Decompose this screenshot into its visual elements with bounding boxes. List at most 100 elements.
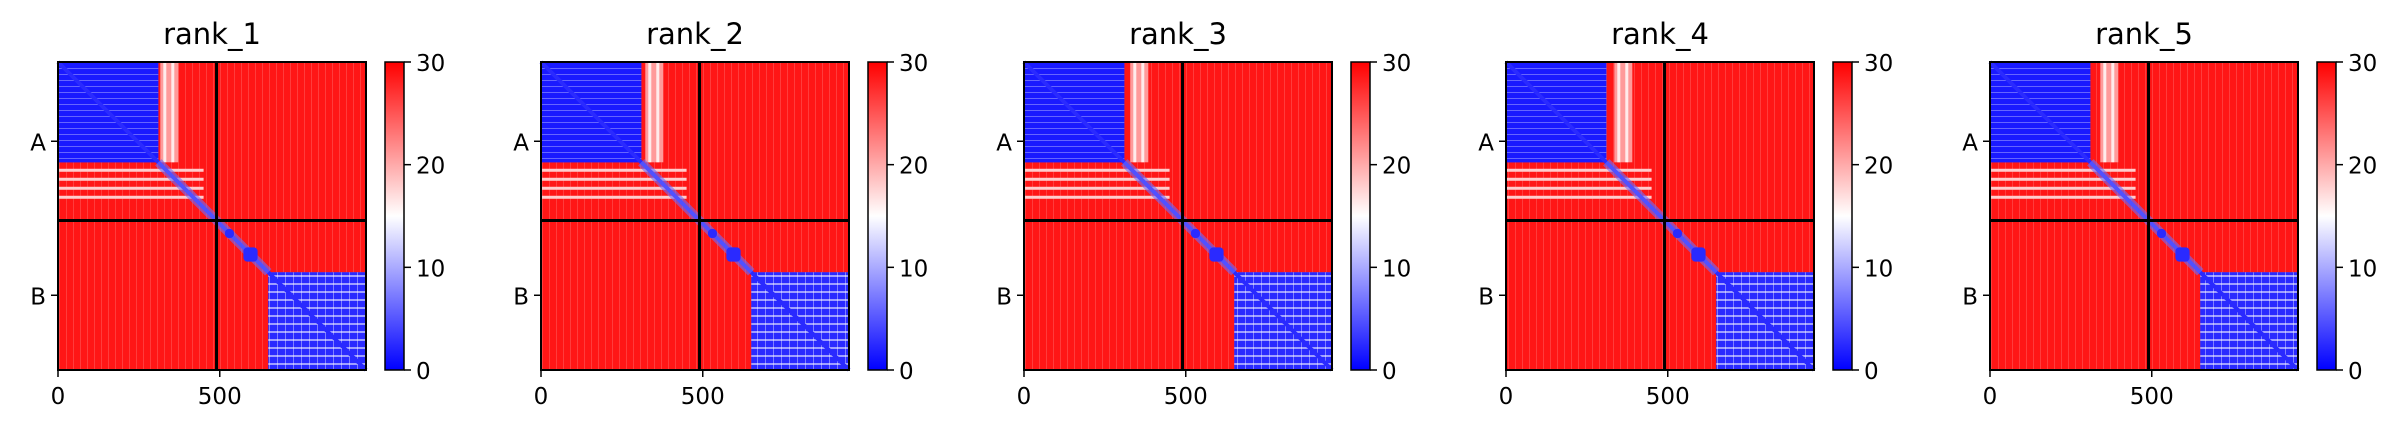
- panel-title: rank_5: [2095, 17, 2193, 51]
- colorbar-tick-label: 0: [1382, 359, 1397, 385]
- y-tick-label: A: [996, 130, 1012, 156]
- diagonal-domain: [1691, 247, 1706, 262]
- x-tick-label: 0: [1017, 384, 1032, 410]
- pale-row: [1990, 168, 2136, 172]
- transition-band-line: [648, 62, 652, 163]
- y-tick-label: B: [513, 284, 529, 310]
- pale-row: [58, 186, 204, 190]
- transition-band-line: [2103, 62, 2107, 163]
- heatmap: [1022, 60, 1334, 372]
- pale-row: [58, 168, 204, 172]
- colorbar-tick-label: 20: [416, 154, 445, 180]
- colorbar-tick-label: 10: [416, 256, 445, 282]
- y-tick-label: A: [1962, 130, 1978, 156]
- axes-frame: [1505, 61, 1815, 371]
- pale-row: [1024, 195, 1170, 199]
- panel-rank-1: rank_1 A B 0 500 0 10 20 30: [30, 17, 445, 410]
- colorbar: 0 10 20 30: [2316, 51, 2377, 385]
- colorbar: 0 10 20 30: [867, 51, 928, 385]
- panel-rank-3: rank_3 A B 0 500 0 10 20 30: [996, 17, 1411, 410]
- transition-band-line: [1625, 62, 1629, 163]
- y-tick-label: B: [1478, 284, 1494, 310]
- pale-row: [1506, 177, 1652, 181]
- colorbar-gradient: [1350, 61, 1371, 371]
- colorbar-tick-label: 10: [1864, 256, 1893, 282]
- transition-band: [1614, 62, 1633, 163]
- colorbar-tick-label: 0: [416, 359, 431, 385]
- colorbar-tick-label: 0: [1864, 359, 1879, 385]
- panel-rank-4: rank_4 A B 0 500 0 10 20 30: [1478, 17, 1893, 410]
- panel-title: rank_2: [646, 17, 744, 51]
- colorbar-tick-label: 20: [1864, 154, 1893, 180]
- colorbar-tick-label: 20: [2348, 154, 2377, 180]
- diagonal-domain: [1209, 247, 1224, 262]
- pale-row: [58, 177, 204, 181]
- colorbar: 0 10 20 30: [1832, 51, 1893, 385]
- x-tick-label: 0: [1499, 384, 1514, 410]
- y-tick-label: B: [30, 284, 46, 310]
- colorbar-tick-label: 30: [416, 51, 445, 77]
- y-tick-label: B: [996, 284, 1012, 310]
- pale-row: [58, 195, 204, 199]
- pale-row: [541, 177, 687, 181]
- x-tick-label: 500: [1646, 384, 1690, 410]
- colorbar: 0 10 20 30: [384, 51, 445, 385]
- panel-title: rank_1: [163, 17, 261, 51]
- y-tick-label: A: [30, 130, 46, 156]
- axes-frame: [540, 61, 850, 371]
- colorbar-gradient: [1832, 61, 1853, 371]
- heatmap: [1504, 60, 1816, 372]
- colorbar-tick-label: 0: [899, 359, 914, 385]
- pale-row: [541, 168, 687, 172]
- colorbar-tick-label: 20: [899, 154, 928, 180]
- colorbar-tick-label: 30: [1864, 51, 1893, 77]
- pale-row: [541, 186, 687, 190]
- y-tick-label: A: [513, 130, 529, 156]
- x-tick-label: 0: [1983, 384, 1998, 410]
- colorbar-tick-label: 30: [2348, 51, 2377, 77]
- axes-frame: [57, 61, 367, 371]
- panel-rank-5: rank_5 A B 0 500 0 10 20 30: [1962, 17, 2377, 410]
- diagonal-domain: [707, 228, 717, 238]
- transition-band-line: [1617, 62, 1621, 163]
- pale-row: [1024, 177, 1170, 181]
- diagonal-domain: [243, 247, 258, 262]
- diagonal-domain: [1190, 228, 1200, 238]
- diagonal-domain: [1672, 228, 1682, 238]
- colorbar-tick-label: 10: [1382, 256, 1411, 282]
- heatmap: [56, 60, 368, 372]
- transition-band: [160, 62, 179, 163]
- pale-row: [1990, 195, 2136, 199]
- panel-title: rank_4: [1611, 17, 1709, 51]
- colorbar-tick-label: 20: [1382, 154, 1411, 180]
- x-tick-label: 500: [681, 384, 725, 410]
- colorbar-gradient: [867, 61, 888, 371]
- transition-band-line: [163, 62, 167, 163]
- pale-row: [1990, 177, 2136, 181]
- transition-band-line: [1133, 62, 1137, 163]
- diagonal-domain: [2175, 247, 2190, 262]
- pale-row: [1024, 186, 1170, 190]
- x-tick-label: 500: [198, 384, 242, 410]
- transition-band-line: [171, 62, 175, 163]
- transition-band: [1130, 62, 1149, 163]
- pale-row: [1506, 186, 1652, 190]
- heatmap: [1988, 60, 2300, 372]
- pale-row: [1990, 186, 2136, 190]
- transition-band-line: [1141, 62, 1145, 163]
- transition-band: [2100, 62, 2119, 163]
- colorbar: 0 10 20 30: [1350, 51, 1411, 385]
- pale-row: [1506, 195, 1652, 199]
- colorbar-gradient: [2316, 61, 2337, 371]
- x-tick-label: 500: [1164, 384, 1208, 410]
- colorbar-tick-label: 0: [2348, 359, 2363, 385]
- panel-title: rank_3: [1129, 17, 1227, 51]
- axes-frame: [1989, 61, 2299, 371]
- diagonal-domain: [726, 247, 741, 262]
- colorbar-tick-label: 10: [2348, 256, 2377, 282]
- transition-band: [645, 62, 664, 163]
- diagonal-domain: [2156, 228, 2166, 238]
- heatmap: [539, 60, 851, 372]
